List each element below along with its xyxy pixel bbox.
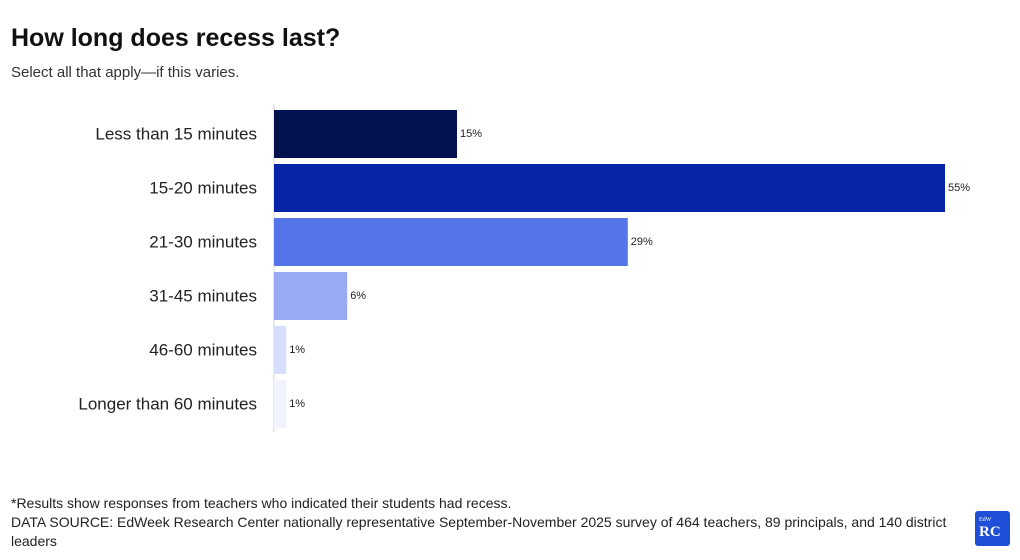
bar[interactable] [274,110,457,158]
logo-big-text: RC [979,524,1001,540]
value-label: 29% [631,236,653,248]
bar[interactable] [274,272,348,320]
footnote-source: DATA SOURCE: EdWeek Research Center nati… [11,514,947,549]
bar[interactable] [274,326,287,374]
footnote-note: *Results show responses from teachers wh… [11,495,512,511]
value-label: 15% [460,128,482,140]
value-label: 6% [350,290,366,302]
edweek-rc-logo: EdW RC [975,511,1010,546]
category-label: 21-30 minutes [149,233,257,252]
bar[interactable] [274,218,628,266]
category-label: Longer than 60 minutes [78,395,257,414]
category-label: 46-60 minutes [149,341,257,360]
bar[interactable] [274,164,945,212]
bar-chart: Less than 15 minutes 15% 15-20 minutes 55% 2… [78,104,970,432]
logo-small-text: EdW [979,517,992,523]
category-label: Less than 15 minutes [95,125,257,144]
category-label: 15-20 minutes [149,179,257,198]
chart-title: How long does recess last? [11,24,341,52]
footnote-block: *Results show responses from teachers wh… [11,494,961,551]
bar[interactable] [274,380,287,428]
value-label: 55% [948,182,970,194]
category-label: 31-45 minutes [149,287,257,306]
chart-subtitle: Select all that apply—if this varies. [11,64,240,81]
value-label: 1% [289,398,305,410]
value-label: 1% [289,344,305,356]
